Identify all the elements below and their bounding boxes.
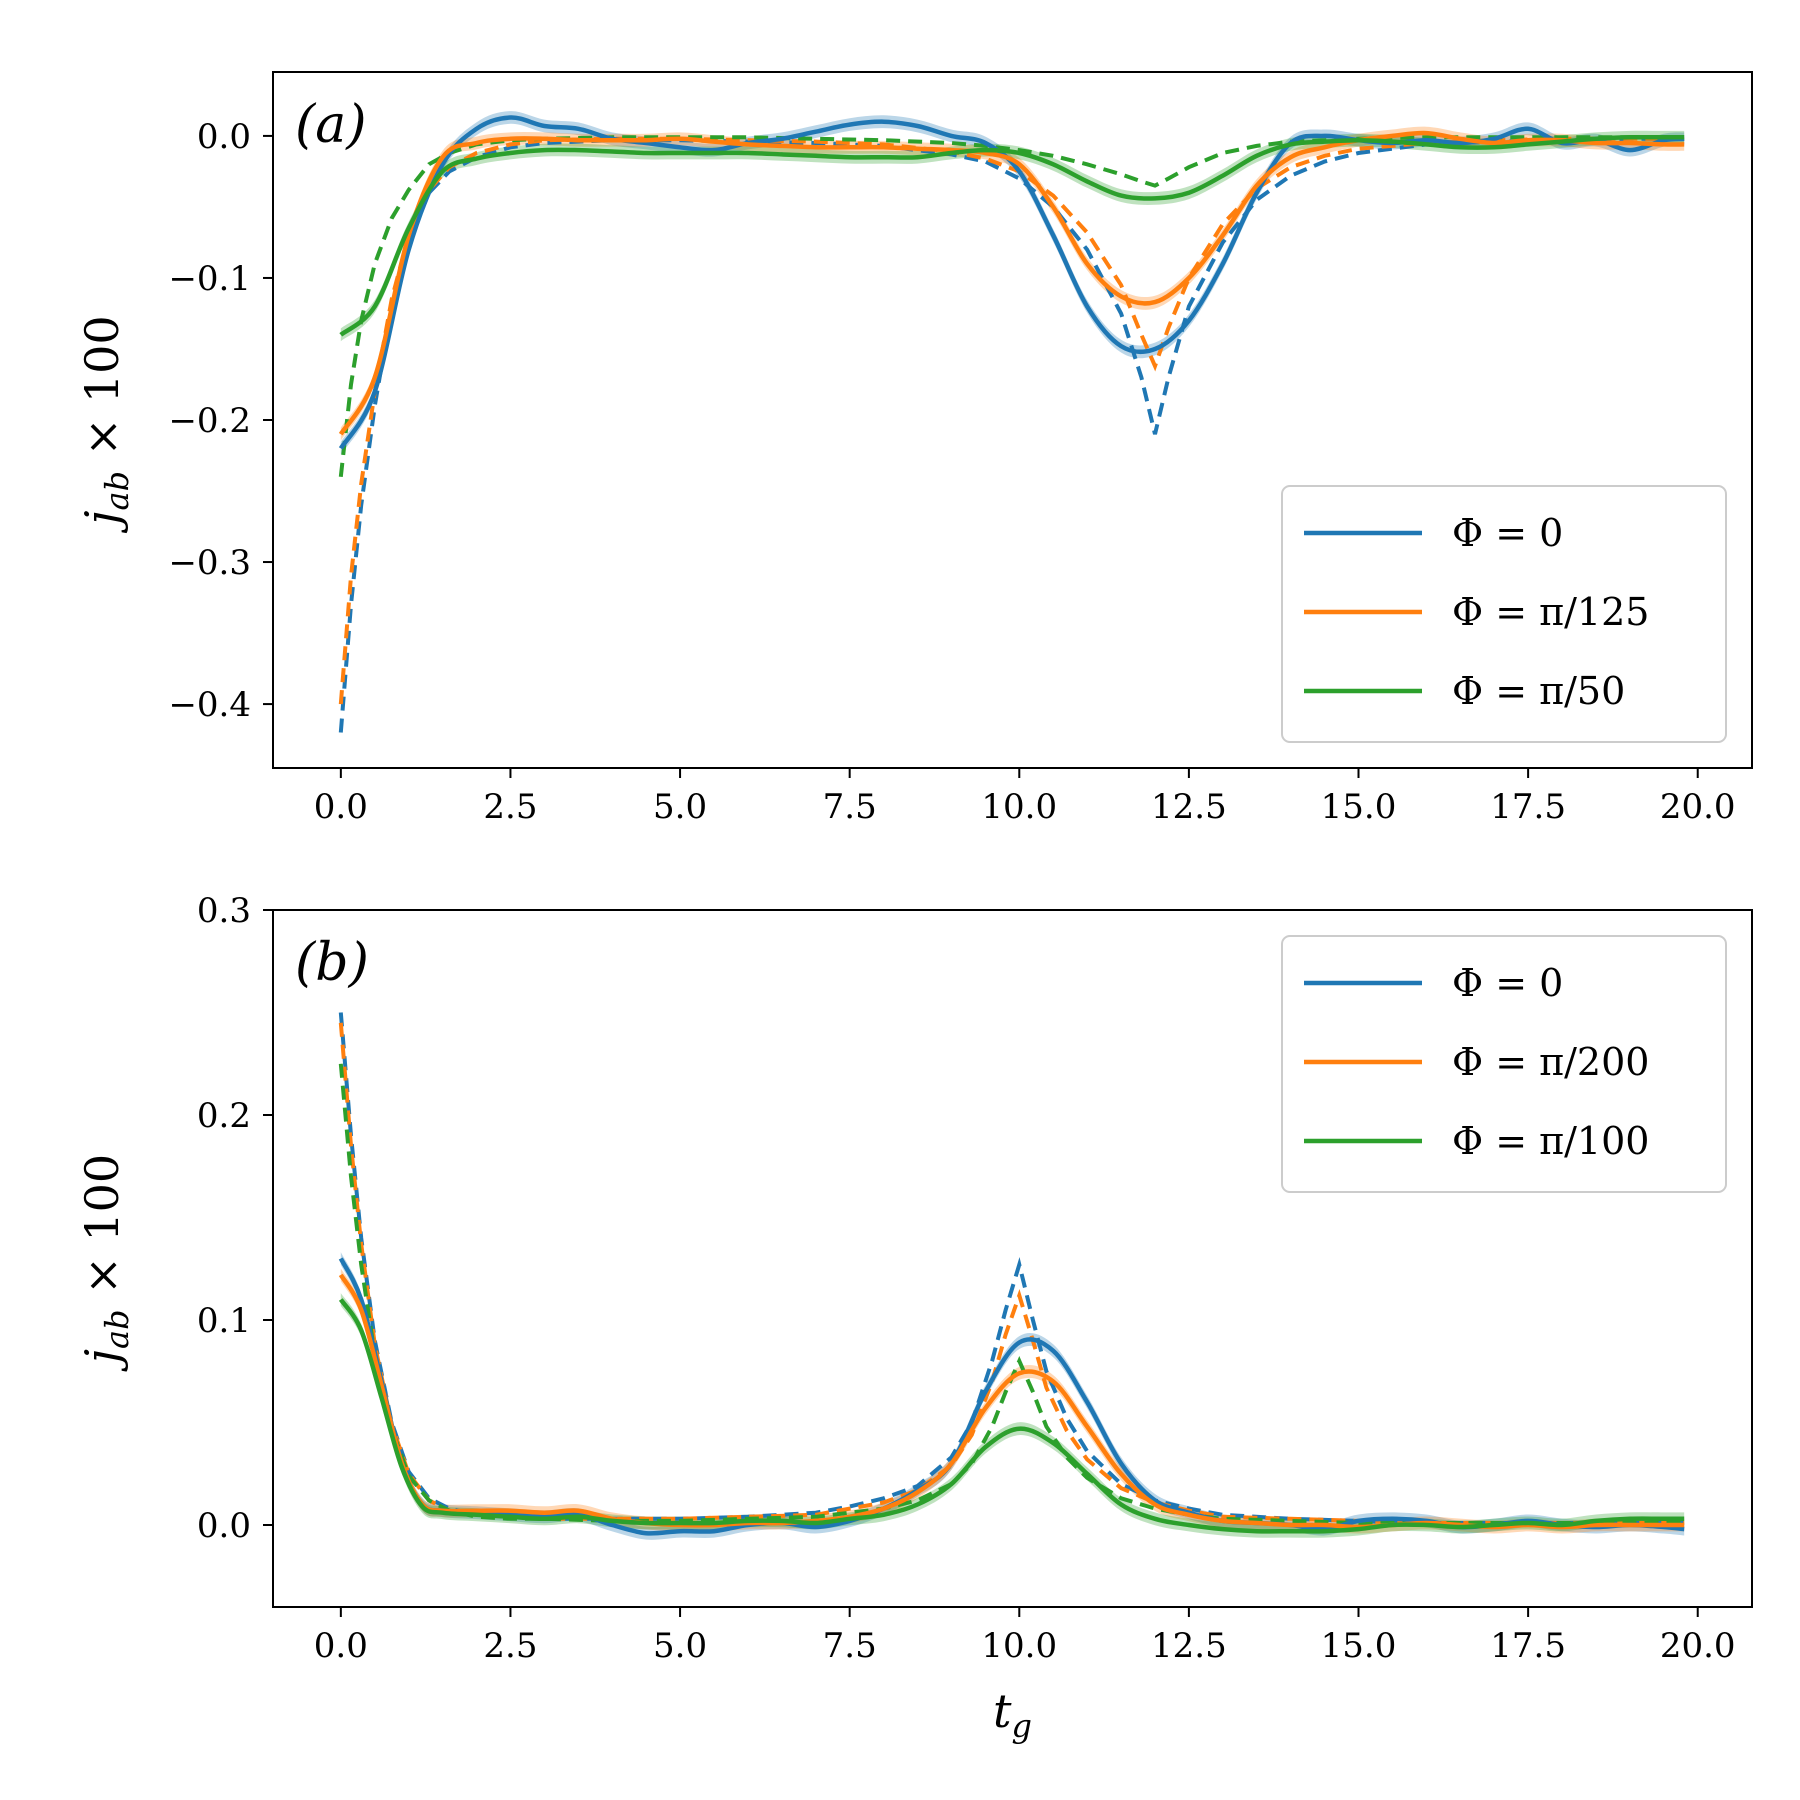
x-tick-label: 0.0 [314, 1626, 368, 1666]
x-tick-label: 10.0 [981, 787, 1057, 827]
y-tick-label: −0.3 [168, 543, 251, 583]
legend-box [1281, 485, 1727, 743]
plot-area [338, 1012, 1685, 1540]
y-tick-label: 0.1 [197, 1301, 251, 1341]
series-line-0 [338, 115, 1685, 450]
legend-entry-label: Φ = 0 [1452, 961, 1563, 1005]
x-tick-label: 0.0 [314, 787, 368, 827]
y-tick-label: −0.2 [168, 401, 251, 441]
legend-entry-label: Φ = 0 [1452, 511, 1563, 555]
x-tick-label: 15.0 [1321, 1626, 1397, 1666]
x-tick-label: 15.0 [1321, 787, 1397, 827]
x-tick-label: 20.0 [1660, 1626, 1736, 1666]
x-tick-label: 17.5 [1490, 787, 1566, 827]
x-tick-label: 2.5 [483, 787, 537, 827]
x-tick-label: 20.0 [1660, 787, 1736, 827]
axes-frame [272, 909, 1753, 1608]
y-tick-label: −0.4 [168, 685, 251, 725]
x-tick-label: 17.5 [1490, 1626, 1566, 1666]
legend-box [1281, 935, 1727, 1193]
y-tick-label: 0.0 [197, 1506, 251, 1546]
panel-b: 0.0 2.5 5.0 7.5 10.0 12.5 15.0 17.5 20.0 0.0 0.1 0.… [75, 891, 1753, 1745]
y-axis-label: jab × 100 [75, 1154, 136, 1372]
series-line-2 [338, 1298, 1685, 1534]
dashed-series-line-5 [338, 135, 1685, 478]
y-axis-label: jab × 100 [75, 315, 136, 533]
legend: Φ = 0 Φ = π/200 Φ = π/100 [1281, 935, 1727, 1193]
x-tick-label: 5.0 [653, 1626, 707, 1666]
plot-area [338, 111, 1685, 733]
panel-a: 0.0 2.5 5.0 7.5 10.0 12.5 15.0 17.5 20.0 0.0 −0.1 −… [75, 71, 1753, 827]
legend-entry-label: Φ = π/200 [1452, 1040, 1649, 1084]
y-tick-label: 0.3 [197, 891, 251, 931]
legend: Φ = 0 Φ = π/125 Φ = π/50 [1281, 485, 1727, 743]
x-tick-label: 10.0 [981, 1626, 1057, 1666]
x-tick-label: 12.5 [1151, 787, 1227, 827]
x-tick-label: 2.5 [483, 1626, 537, 1666]
y-tick-label: 0.2 [197, 1096, 251, 1136]
legend-entry-label: Φ = π/125 [1452, 590, 1649, 634]
x-tick-label: 7.5 [823, 1626, 877, 1666]
x-axis-label: tg [993, 1684, 1032, 1745]
panel-label: (a) [295, 95, 367, 155]
series-line-2 [339, 134, 1685, 337]
confidence-band-1 [340, 1268, 1685, 1534]
legend-entry-label: Φ = π/50 [1452, 669, 1625, 713]
y-tick-label: −0.1 [168, 259, 251, 299]
series-line-1 [338, 130, 1685, 436]
x-tick-label: 5.0 [653, 787, 707, 827]
x-tick-label: 12.5 [1151, 1626, 1227, 1666]
y-tick-label: 0.0 [197, 117, 251, 157]
x-tick-label: 7.5 [823, 787, 877, 827]
legend-entry-label: Φ = π/100 [1452, 1119, 1649, 1163]
panel-label: (b) [295, 933, 369, 993]
